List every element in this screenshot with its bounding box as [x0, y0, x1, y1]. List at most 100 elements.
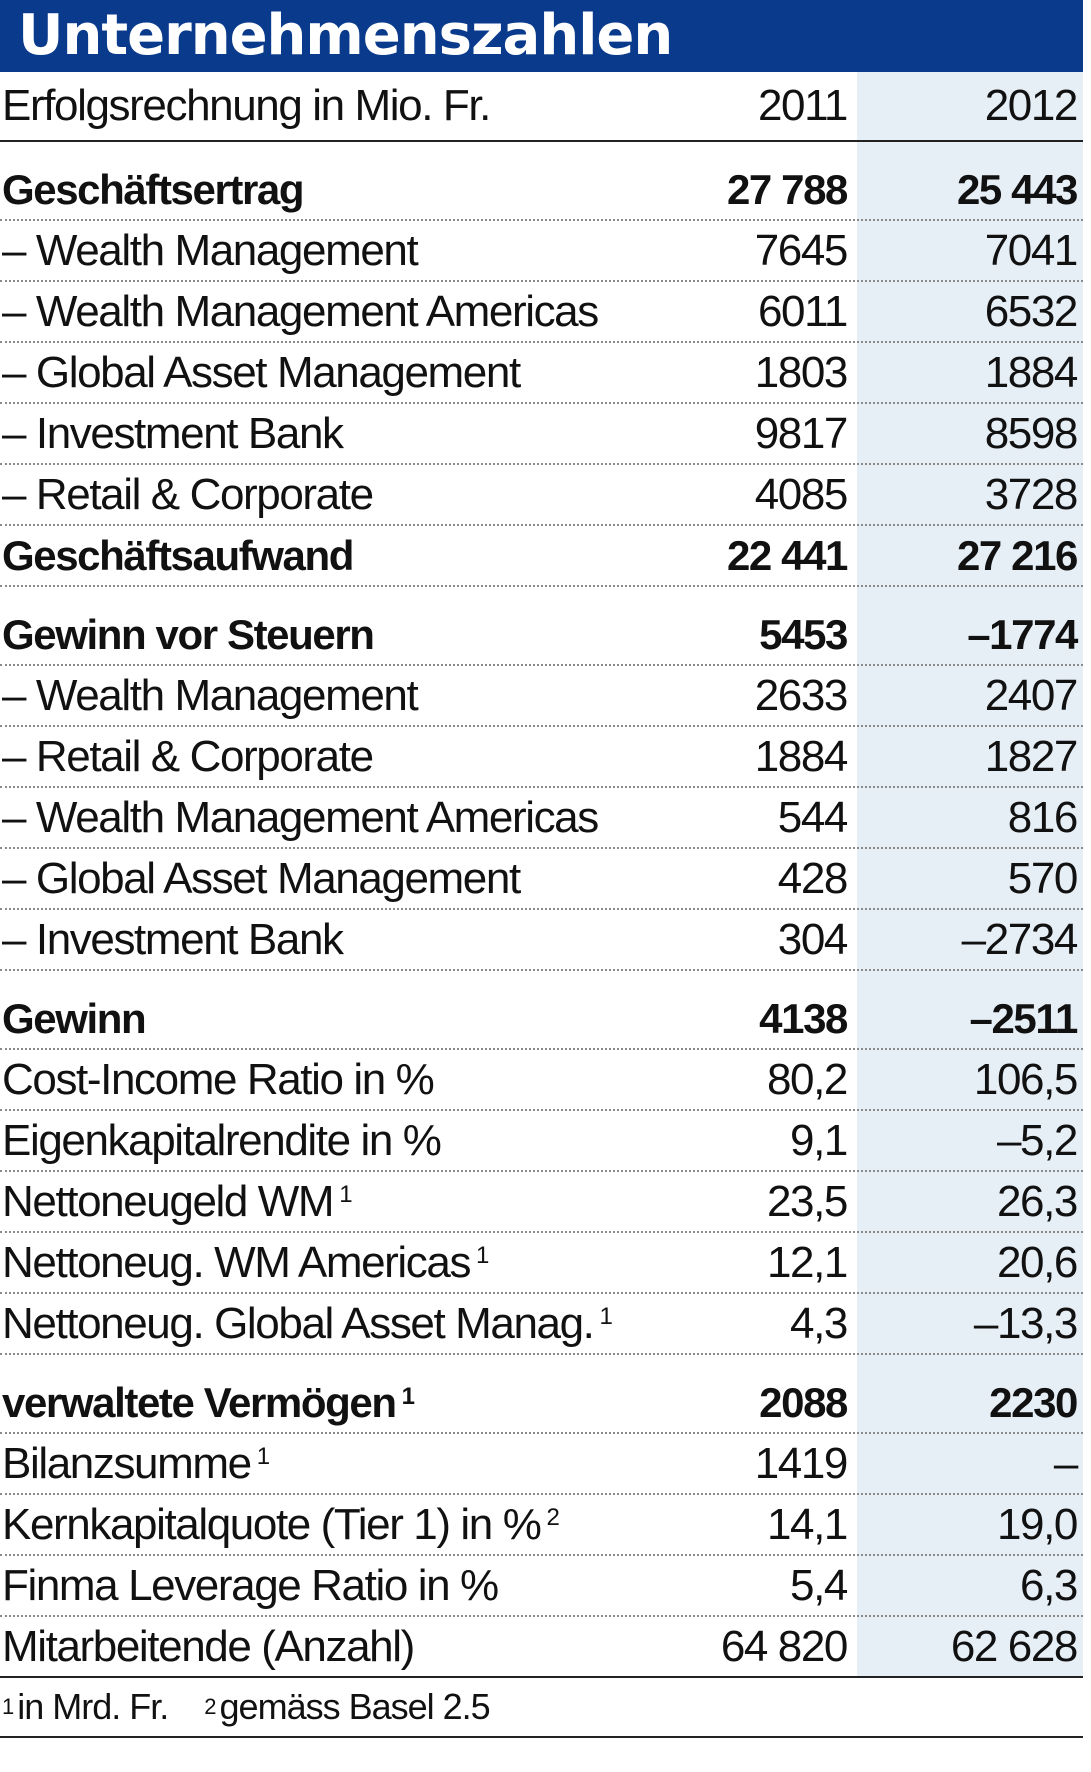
table-row: Mitarbeitende (Anzahl) 64 820 62 628 [0, 1617, 1083, 1678]
table-row: Cost-Income Ratio in % 80,2 106,5 [0, 1050, 1083, 1111]
row-label: Eigenkapitalrendite in % [2, 1115, 442, 1165]
footnote-mark: 1 [401, 1382, 415, 1410]
value-2012: –1774 [967, 610, 1078, 658]
row-label: Geschäftsaufwand [2, 531, 354, 579]
row-label: – Investment Bank [2, 914, 344, 964]
row-label: Finma Leverage Ratio in % [2, 1560, 499, 1610]
row-label: Nettoneugeld WM 1 [2, 1176, 353, 1227]
footnote-text: gemäss Basel 2.5 [219, 1686, 491, 1727]
footnote-mark: 2 [546, 1503, 559, 1531]
figures-table-card: Unternehmenszahlen Erfolgsrechnung in Mi… [0, 0, 1083, 1738]
table-row: verwaltete Vermögen 1 2088 2230 [0, 1373, 1083, 1434]
value-2012: 27 216 [956, 531, 1078, 579]
value-2011: 22 441 [726, 531, 848, 579]
table-row: Nettoneug. WM Americas 1 12,1 20,6 [0, 1233, 1083, 1294]
table-row: – Wealth Management Americas 544 816 [0, 788, 1083, 849]
table-row: – Retail & Corporate 1884 1827 [0, 727, 1083, 788]
row-label: – Global Asset Management [2, 853, 521, 903]
value-2012: 8598 [984, 408, 1079, 458]
value-2011: 6011 [757, 286, 848, 336]
value-2012: –5,2 [996, 1115, 1078, 1165]
value-2012: –2734 [961, 914, 1079, 964]
row-label: – Global Asset Management [2, 347, 521, 397]
row-label: – Wealth Management Americas [2, 286, 599, 336]
footnote-mark: 1 [256, 1442, 270, 1470]
header-year-2012: 2012 [984, 81, 1079, 130]
value-2012: 1884 [984, 347, 1079, 397]
value-2011: 5453 [759, 610, 848, 658]
row-label: Mitarbeitende (Anzahl) [2, 1621, 415, 1671]
row-label-text: Nettoneugeld WM [2, 1176, 335, 1226]
header-label: Erfolgsrechnung in Mio. Fr. [2, 81, 491, 130]
value-2012: 816 [1007, 792, 1079, 842]
value-2012: 6532 [984, 286, 1079, 336]
value-2011: 1884 [754, 731, 849, 781]
value-2011: 5,4 [790, 1560, 848, 1610]
row-label: – Wealth Management [2, 670, 419, 720]
value-2011: 64 820 [720, 1621, 849, 1671]
footnote-mark: 1 [476, 1241, 489, 1269]
value-2011: 7645 [754, 225, 849, 275]
row-label: Gewinn [2, 994, 147, 1042]
value-2011: 9817 [754, 408, 849, 458]
row-label: verwaltete Vermögen 1 [2, 1378, 415, 1427]
figures-table: Erfolgsrechnung in Mio. Fr. 2011 2012 Ge… [0, 72, 1083, 1678]
row-label-text: Nettoneug. WM Americas [2, 1237, 471, 1287]
row-label: – Retail & Corporate [2, 731, 374, 781]
row-label: Bilanzsumme 1 [2, 1438, 270, 1489]
value-2012: –13,3 [973, 1298, 1079, 1348]
value-2012: 26,3 [996, 1176, 1078, 1226]
table-row: Bilanzsumme 1 1419 – [0, 1434, 1083, 1495]
table-row: Nettoneug. Global Asset Manag. 1 4,3 –13,… [0, 1294, 1083, 1355]
row-label: Geschäftsertrag [2, 165, 305, 213]
table-row: Geschäftsaufwand 22 441 27 216 [0, 526, 1083, 587]
year-2012-column-shade [857, 72, 1083, 1678]
value-2012: 7041 [984, 225, 1079, 275]
value-2012: 20,6 [996, 1237, 1078, 1287]
table-row: Eigenkapitalrendite in % 9,1 –5,2 [0, 1111, 1083, 1172]
footnote-text: in Mrd. Fr. [17, 1686, 169, 1727]
table-row: Finma Leverage Ratio in % 5,4 6,3 [0, 1556, 1083, 1617]
footnote-mark: 2 [204, 1694, 216, 1719]
value-2012: 25 443 [956, 165, 1078, 213]
row-label-text: Kernkapitalquote (Tier 1) in % [2, 1499, 542, 1549]
value-2011: 1803 [754, 347, 849, 397]
value-2011: 4,3 [790, 1298, 848, 1348]
value-2011: 14,1 [766, 1499, 848, 1549]
footnote-mark: 1 [339, 1180, 352, 1208]
value-2011: 80,2 [766, 1054, 848, 1104]
value-2012: 62 628 [950, 1621, 1079, 1671]
value-2012: – [1053, 1438, 1078, 1488]
row-label: Nettoneug. WM Americas 1 [2, 1237, 489, 1288]
table-header-row: Erfolgsrechnung in Mio. Fr. 2011 2012 [0, 72, 1083, 142]
value-2011: 304 [777, 914, 849, 964]
value-2012: 2230 [989, 1378, 1078, 1426]
value-2011: 4085 [754, 469, 849, 519]
value-2012: 19,0 [996, 1499, 1078, 1549]
value-2012: 570 [1007, 853, 1079, 903]
row-label-text: verwaltete Vermögen [2, 1378, 397, 1426]
table-row: – Retail & Corporate 4085 3728 [0, 465, 1083, 526]
value-2012: 6,3 [1020, 1560, 1078, 1610]
value-2011: 428 [777, 853, 849, 903]
value-2011: 4138 [759, 994, 848, 1042]
footnotes: 1 in Mrd. Fr. 2 gemäss Basel 2.5 [0, 1678, 1083, 1738]
value-2012: 2407 [984, 670, 1079, 720]
row-label-text: Bilanzsumme [2, 1438, 252, 1488]
row-label: Cost-Income Ratio in % [2, 1054, 435, 1104]
table-row: – Global Asset Management 1803 1884 [0, 343, 1083, 404]
table-row: Kernkapitalquote (Tier 1) in % 2 14,1 19,… [0, 1495, 1083, 1556]
row-label: – Retail & Corporate [2, 469, 374, 519]
table-row: – Investment Bank 304 –2734 [0, 910, 1083, 971]
table-row: Gewinn vor Steuern 5453 –1774 [0, 605, 1083, 666]
value-2011: 27 788 [726, 165, 848, 213]
value-2011: 544 [777, 792, 849, 842]
row-label: Nettoneug. Global Asset Manag. 1 [2, 1298, 613, 1349]
table-row: Geschäftsertrag 27 788 25 443 [0, 160, 1083, 221]
footnote-mark: 1 [599, 1302, 613, 1330]
value-2011: 12,1 [766, 1237, 848, 1287]
row-label: – Investment Bank [2, 408, 344, 458]
row-label-text: Nettoneug. Global Asset Manag. [2, 1298, 595, 1348]
table-row: Nettoneugeld WM 1 23,5 26,3 [0, 1172, 1083, 1233]
value-2012: 3728 [984, 469, 1079, 519]
